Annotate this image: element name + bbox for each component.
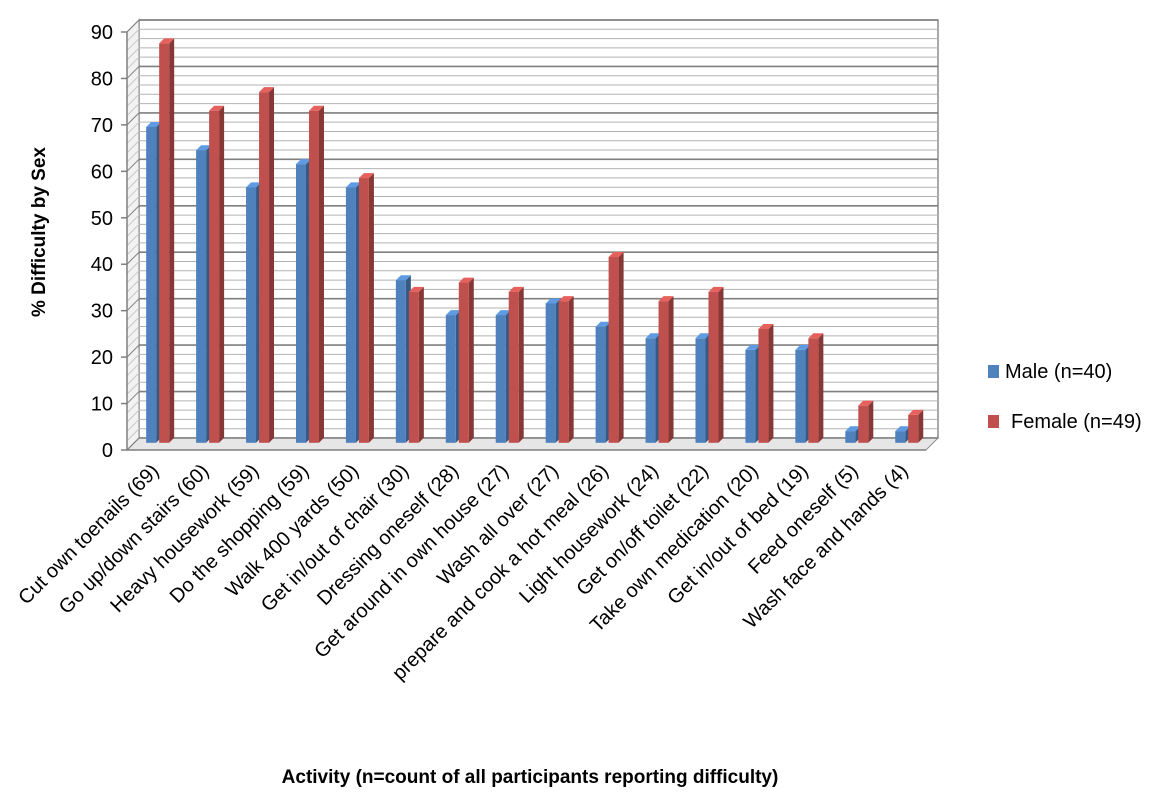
gridline-side [126, 75, 140, 89]
y-tick-label: 70 [91, 115, 113, 137]
gridline-side [126, 335, 140, 349]
gridline-side [126, 381, 140, 395]
bar-female-6 [458, 277, 474, 443]
y-tick-label: 30 [91, 301, 113, 323]
y-tick-label: 40 [91, 254, 113, 276]
legend-label: Female (n=49) [1011, 411, 1142, 433]
gridline-side [126, 149, 140, 163]
y-tick-label: 60 [91, 161, 113, 183]
gridline-side [126, 316, 140, 330]
bar-male-11 [695, 333, 711, 443]
legend-item-female: Female (n=49) [988, 411, 1142, 433]
bar-female-3 [308, 105, 324, 443]
gridline-side [126, 47, 140, 61]
legend-swatch [988, 415, 999, 428]
gridline-side [126, 279, 140, 293]
y-tick-label: 20 [91, 347, 113, 369]
bar-female-13 [808, 333, 824, 443]
bar-female-9 [608, 252, 624, 443]
y-axis-title: % Difficulty by Sex [29, 147, 50, 317]
gridline-side [126, 391, 140, 404]
bar-female-4 [358, 173, 374, 443]
legend-label: Male (n=40) [1005, 361, 1112, 383]
gridline-side [126, 177, 140, 191]
gridline-side [126, 233, 140, 246]
gridline-side [126, 224, 140, 237]
gridline-side [126, 363, 140, 377]
gridline-side [126, 196, 140, 209]
legend: Male (n=40) Female (n=49) [988, 361, 1142, 433]
bar-male-3 [295, 159, 311, 443]
gridline-side [126, 289, 140, 302]
bar-male-7 [495, 310, 511, 443]
gridline-side [126, 186, 140, 200]
gridline-side [126, 409, 140, 423]
gridline-side [126, 121, 140, 135]
gridline-side [126, 437, 140, 451]
gridline-side [126, 400, 140, 414]
bar-male-12 [745, 344, 761, 443]
bar-female-10 [658, 296, 674, 443]
gridline-side [126, 270, 140, 284]
bar-male-9 [595, 321, 611, 443]
bar-female-5 [408, 286, 424, 443]
bar-male-13 [795, 344, 811, 443]
gridline-side [126, 419, 140, 432]
gridline-side [126, 344, 140, 358]
gridline-side [126, 112, 140, 126]
bars-layer [146, 38, 924, 443]
x-axis-title: Activity (n=count of all participants re… [282, 767, 779, 788]
gridline-side [126, 19, 140, 33]
bar-male-8 [545, 298, 561, 443]
gridline-side [126, 326, 140, 339]
legend-item-male: Male (n=40) [988, 361, 1112, 383]
bar-male-1 [196, 145, 212, 443]
bar-female-14 [858, 400, 874, 443]
bar-female-1 [209, 105, 225, 443]
gridline-side [126, 103, 140, 116]
gridline-side [126, 354, 140, 367]
gridline-side [126, 261, 140, 274]
bar-male-4 [345, 182, 361, 443]
gridline-side [126, 84, 140, 98]
gridline-side [126, 93, 140, 107]
bar-male-2 [246, 182, 262, 443]
y-tick-label: 0 [102, 440, 113, 462]
y-tick-label: 80 [91, 68, 113, 90]
bar-female-0 [159, 38, 175, 443]
bar-female-7 [508, 286, 524, 443]
gridline-side [126, 168, 140, 181]
bar-male-10 [645, 333, 661, 443]
bar-female-12 [758, 324, 774, 443]
gridline-side [126, 251, 140, 265]
bar-female-15 [908, 409, 924, 443]
gridline-side [126, 307, 140, 321]
bar-male-0 [146, 121, 162, 443]
y-tick-label: 90 [91, 22, 113, 44]
gridline-side [126, 298, 140, 312]
legend-swatch [988, 365, 999, 378]
gridline-side [126, 131, 140, 144]
gridline-side [126, 38, 140, 51]
y-tick-label: 50 [91, 208, 113, 230]
gridline-side [126, 372, 140, 386]
bar-female-8 [558, 296, 574, 443]
gridline-side [126, 242, 140, 256]
gridline-side [126, 214, 140, 228]
gridline-side [126, 66, 140, 79]
y-tick-label: 10 [91, 394, 113, 416]
gridline-side [126, 428, 140, 442]
axis-layer [121, 31, 926, 451]
bar-female-11 [708, 286, 724, 443]
gridline-side [126, 56, 140, 70]
gridline-side [126, 28, 140, 42]
gridline-side [126, 205, 140, 219]
bar-male-5 [395, 275, 411, 443]
gridline-side [126, 158, 140, 172]
bar-female-2 [259, 87, 275, 443]
gridline-side [126, 140, 140, 154]
bar-male-6 [445, 310, 461, 443]
